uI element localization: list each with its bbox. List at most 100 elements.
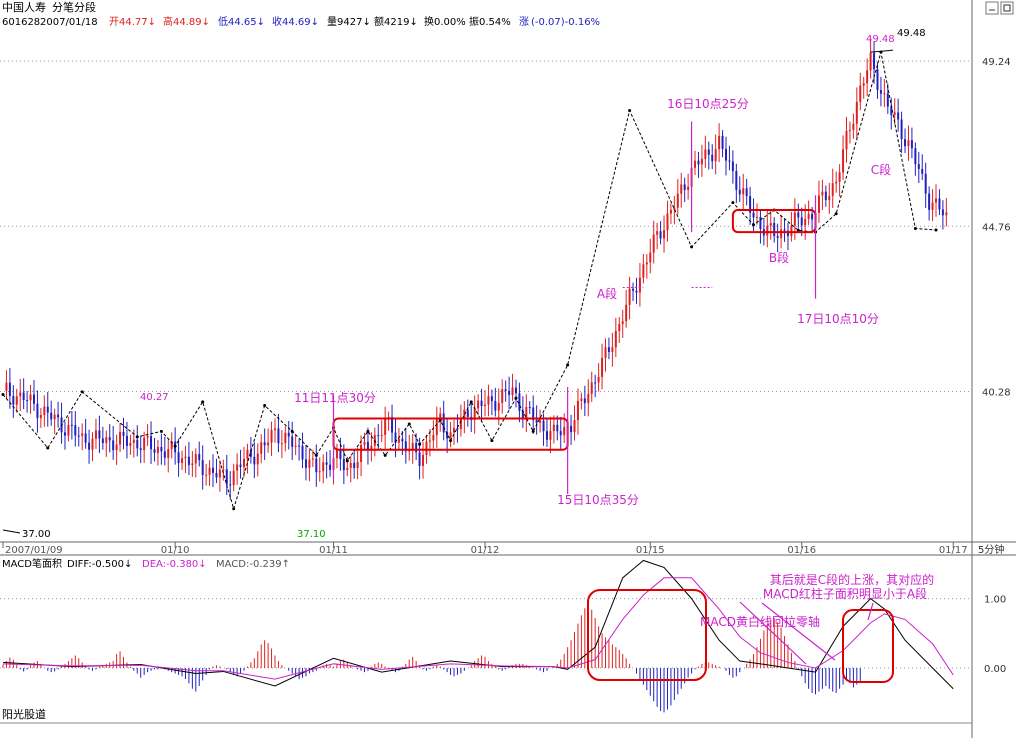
price-bar-body [824, 191, 827, 201]
price-bar-body [422, 455, 425, 466]
price-bar-body [583, 398, 586, 404]
price-bar-body [745, 188, 748, 197]
price-bar-body [735, 170, 738, 190]
price-bar-body [697, 160, 700, 165]
price-bar-body [339, 449, 342, 460]
header-high: 高44.89↓ [163, 15, 210, 28]
price-bar-body [397, 438, 400, 443]
date-tick-label: 01/17 [939, 545, 968, 556]
price-bar-body [218, 469, 221, 478]
price-bar-body [931, 202, 934, 210]
price-bar-body [817, 195, 820, 213]
price-bar-body [208, 467, 211, 475]
stock-name: 中国人寿 [2, 0, 46, 14]
price-bar-body [721, 135, 724, 149]
price-bar-body [270, 430, 273, 443]
pen-stroke-vertex [731, 201, 735, 205]
price-bar-body [611, 347, 614, 352]
price-bar-body [573, 420, 576, 433]
pen-stroke-vertex [1, 392, 5, 396]
price-bar-body [384, 419, 387, 435]
price-bar-body [711, 154, 714, 162]
price-bar-body [659, 231, 662, 239]
price-bar-body [156, 446, 159, 453]
annotation-arrow [761, 602, 836, 661]
price-bar-body [366, 441, 369, 451]
header-change-value: (-0.07)-0.16% [531, 17, 600, 28]
price-bar-body [924, 173, 927, 194]
date-tick-label: 01/16 [787, 545, 816, 556]
price-bar-body [714, 149, 717, 162]
price-bar-body [212, 467, 215, 473]
price-bar-body [804, 218, 807, 226]
price-bar-body [191, 463, 194, 466]
price-bar-body [604, 347, 607, 358]
pen-stroke-vertex [201, 400, 205, 404]
price-bar-body [559, 431, 562, 436]
price-bar-body [866, 70, 869, 84]
price-bar-body [8, 382, 11, 396]
price-bar-body [256, 453, 259, 465]
pen-stroke-vertex [232, 507, 236, 511]
price-bar-body [19, 392, 22, 397]
date-tick-label: 01/12 [471, 545, 500, 556]
price-bar-body [855, 101, 858, 124]
price-bar-body [755, 216, 758, 218]
price-bar-body [322, 462, 325, 472]
pen-stroke-vertex [159, 429, 163, 433]
price-bar-body [614, 330, 617, 348]
macd-legend-item: MACD:-0.239↑ [216, 559, 290, 570]
price-bar-body [759, 216, 762, 229]
price-bar-body [401, 438, 404, 442]
price-tick-label: 49.24 [982, 57, 1011, 68]
header-change-label: 涨 [519, 16, 529, 28]
price-bar-body [160, 446, 163, 452]
price-bar-body [260, 442, 263, 454]
price-bar-body [329, 464, 332, 470]
price-bar-body [84, 433, 87, 443]
minimize-button-frame [985, 1, 999, 15]
price-bar-body [521, 410, 524, 418]
price-bar-body [883, 93, 886, 95]
macd-title: MACD笔面积 [2, 557, 62, 570]
pen-stroke-vertex [628, 108, 632, 112]
price-bar-body [294, 445, 297, 447]
maximize-button-frame [1000, 1, 1014, 15]
price-bar-body [477, 400, 480, 409]
price-bar-body [308, 459, 311, 468]
price-bar-body [790, 225, 793, 236]
header-amount: 额4219↓ [374, 15, 418, 28]
pen-stroke-vertex [934, 228, 938, 232]
price-bar-body [380, 434, 383, 436]
pen-stroke-vertex [418, 442, 422, 446]
price-bar-body [570, 425, 573, 433]
price-bar-body [253, 456, 256, 465]
annotation-label: C段 [871, 162, 891, 177]
high-leader-line [870, 49, 894, 53]
pen-stroke-vertex [690, 245, 694, 249]
price-bar-body [108, 437, 111, 441]
price-bar-body [645, 262, 648, 265]
price-bar-body [632, 288, 635, 291]
price-bar-body [377, 435, 380, 437]
price-bar-body [425, 441, 428, 456]
price-bar-body [136, 439, 139, 449]
time-unit-label: 5分钟 [978, 543, 1004, 556]
price-bar-body [291, 436, 294, 447]
pen-stroke-vertex [796, 228, 800, 232]
price-bar-body [391, 417, 394, 433]
price-bar-body [91, 438, 94, 450]
price-bar-body [335, 449, 338, 459]
header-turnover: 换0.00% [424, 15, 466, 28]
price-bar-body [532, 407, 535, 421]
price-bar-body [821, 191, 824, 196]
price-bar-body [935, 198, 938, 203]
price-bar-body [497, 402, 500, 411]
price-bar-body [325, 462, 328, 465]
price-bar-body [838, 172, 841, 182]
price-bar-body [236, 464, 239, 471]
price-bar-body [656, 231, 659, 235]
price-bar-body [873, 52, 876, 70]
annotation-arrow [867, 602, 874, 621]
date-tick-label: 01/15 [636, 545, 665, 556]
